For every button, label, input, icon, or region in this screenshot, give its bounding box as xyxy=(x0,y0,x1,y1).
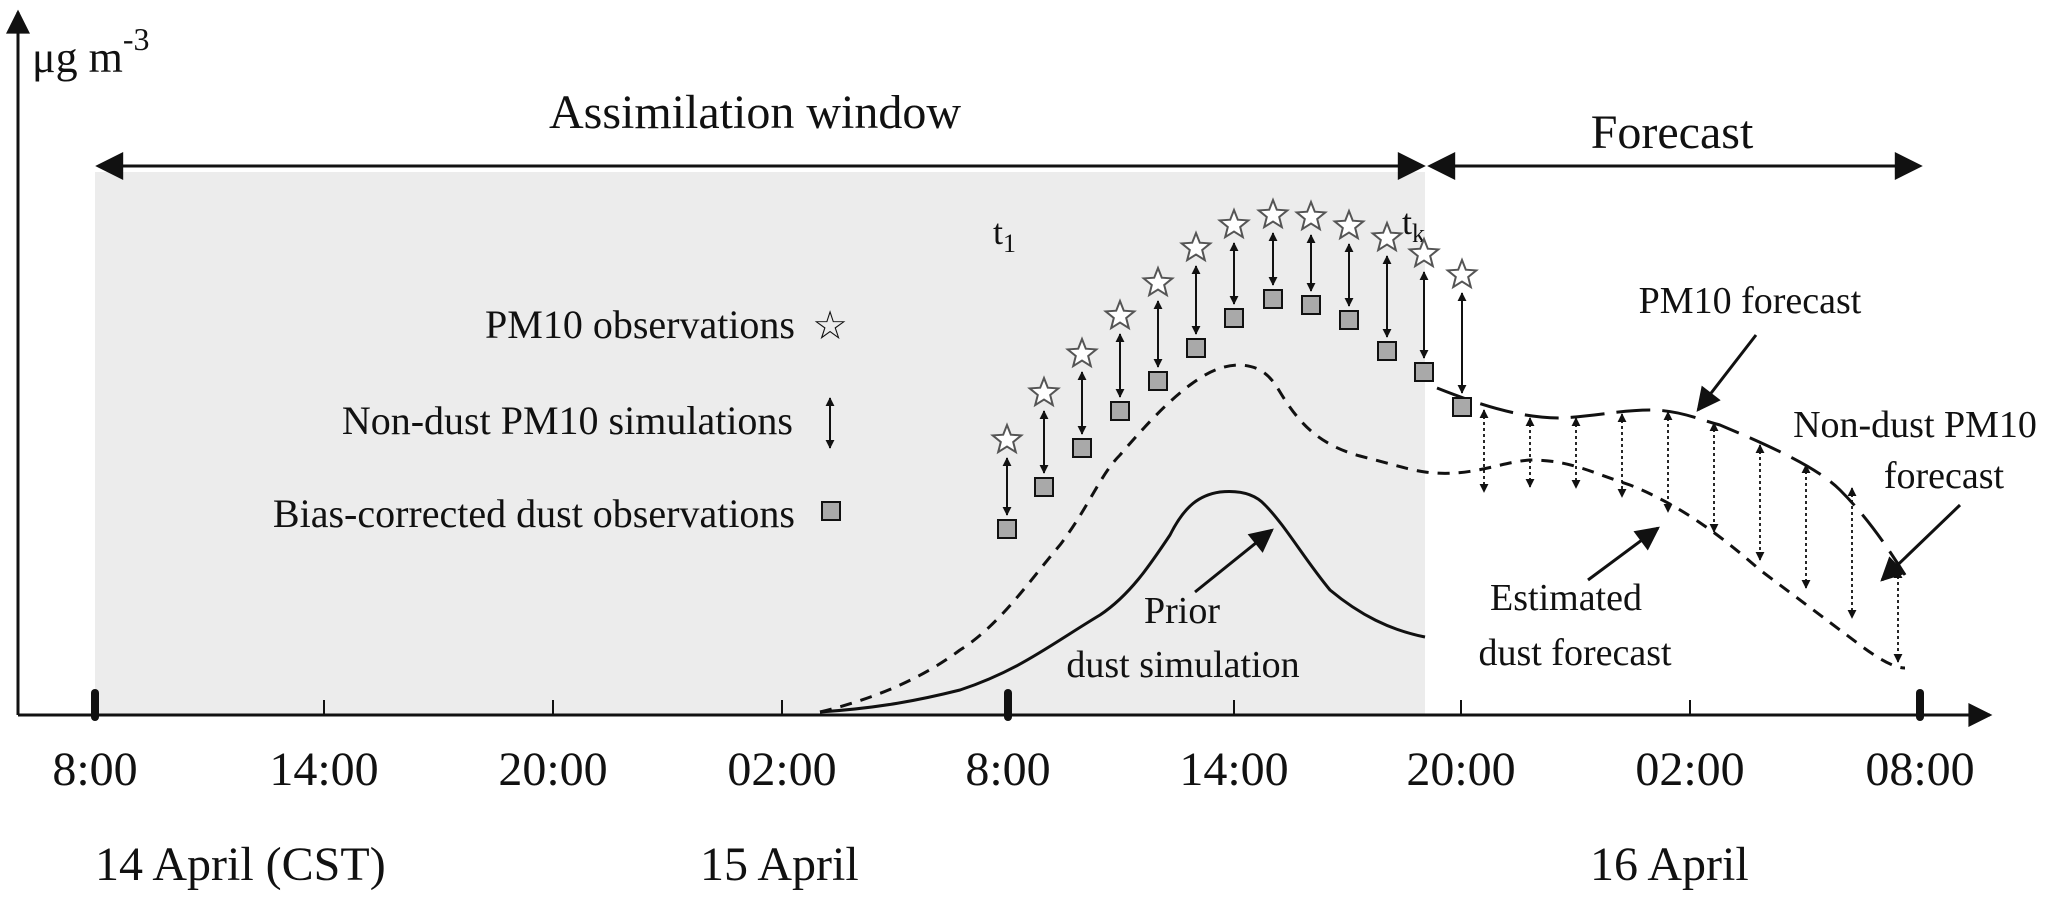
legend-non-dust-label: Non-dust PM10 simulations xyxy=(342,398,793,443)
observation-star xyxy=(1445,257,1479,290)
observation-star xyxy=(1370,220,1404,253)
bias-corrected-square xyxy=(1377,341,1397,361)
bias-corrected-square xyxy=(1414,362,1434,382)
t1-label: t1 xyxy=(993,212,1016,258)
y-axis-unit: μg m-3 xyxy=(32,21,149,82)
bias-corrected-square xyxy=(1148,371,1168,391)
x-tick-labels: 8:00 14:00 20:00 02:00 8:00 14:00 20:00 02:00 08… xyxy=(52,743,1974,796)
estimated-dust-forecast-line1: Estimated xyxy=(1490,577,1642,619)
legend-observations-label: PM10 observations xyxy=(485,302,795,347)
observation-star xyxy=(1027,375,1061,408)
observation-star xyxy=(1065,336,1099,369)
date-label-14-april: 14 April (CST) xyxy=(95,838,386,891)
y-axis-unit-base: μg m xyxy=(32,33,123,82)
observation-star xyxy=(1103,298,1137,331)
non-dust-forecast-pointer xyxy=(1880,503,1962,582)
bias-corrected-square xyxy=(1452,397,1472,417)
legend-bias-corrected-label: Bias-corrected dust observations xyxy=(273,491,795,536)
observation-star xyxy=(1407,236,1441,269)
date-label-16-april: 16 April xyxy=(1590,838,1749,891)
prior-dust-simulation-pointer xyxy=(1194,528,1274,594)
forecast-window-label: Forecast xyxy=(1591,106,1754,159)
non-dust-forecast-label-line2: forecast xyxy=(1884,455,2005,497)
date-label-15-april: 15 April xyxy=(700,838,859,891)
bias-corrected-square xyxy=(1339,310,1359,330)
assimilation-shade xyxy=(95,172,1425,715)
observation-star xyxy=(1294,199,1328,232)
x-tick-label: 8:00 xyxy=(52,743,137,796)
observation-star xyxy=(1141,265,1175,298)
x-tick-label: 20:00 xyxy=(498,743,607,796)
pm10-forecast-curve xyxy=(1436,386,1907,576)
bias-corrected-square xyxy=(1263,289,1283,309)
bias-corrected-square xyxy=(1224,308,1244,328)
legend-square-icon xyxy=(821,501,841,521)
estimated-dust-forecast-line2: dust forecast xyxy=(1478,632,1672,674)
legend: PM10 observations ☆ Non-dust PM10 simula… xyxy=(273,302,848,536)
x-ticks xyxy=(91,689,1924,721)
x-tick-label: 20:00 xyxy=(1406,743,1515,796)
pm10-forecast-pointer xyxy=(1696,334,1758,412)
x-tick-label: 14:00 xyxy=(1179,743,1288,796)
x-tick-label: 08:00 xyxy=(1865,743,1974,796)
x-tick-label: 14:00 xyxy=(269,743,378,796)
observation-star xyxy=(1179,230,1213,263)
bias-corrected-square xyxy=(997,519,1017,539)
pm10-forecast-label: PM10 forecast xyxy=(1639,280,1862,322)
prior-dust-simulation-line1: Prior xyxy=(1144,590,1220,632)
bias-corrected-square xyxy=(1034,477,1054,497)
x-tick-label: 02:00 xyxy=(727,743,836,796)
observation-markers xyxy=(990,197,1479,539)
forecast-difference-arrows xyxy=(1479,409,1903,663)
y-axis-unit-exponent: -3 xyxy=(123,21,150,57)
prior-dust-simulation-curve xyxy=(819,490,1426,714)
bias-corrected-square xyxy=(1072,438,1092,458)
non-dust-simulation-curve xyxy=(819,363,1906,714)
observation-star xyxy=(1332,208,1366,241)
x-tick-label: 8:00 xyxy=(965,743,1050,796)
tk-label: tk xyxy=(1402,202,1425,248)
observation-star xyxy=(990,422,1024,455)
bias-corrected-square xyxy=(1186,338,1206,358)
observation-star xyxy=(1217,207,1251,240)
bias-corrected-square xyxy=(1110,401,1130,421)
non-dust-forecast-label-line1: Non-dust PM10 xyxy=(1793,404,2037,446)
x-tick-label: 02:00 xyxy=(1635,743,1744,796)
estimated-dust-forecast-pointer xyxy=(1587,526,1660,582)
legend-star-icon: ☆ xyxy=(812,303,848,348)
assimilation-window-label: Assimilation window xyxy=(549,86,961,139)
bias-corrected-square xyxy=(1301,295,1321,315)
observation-star xyxy=(1256,197,1290,230)
prior-dust-simulation-line2: dust simulation xyxy=(1066,644,1299,686)
